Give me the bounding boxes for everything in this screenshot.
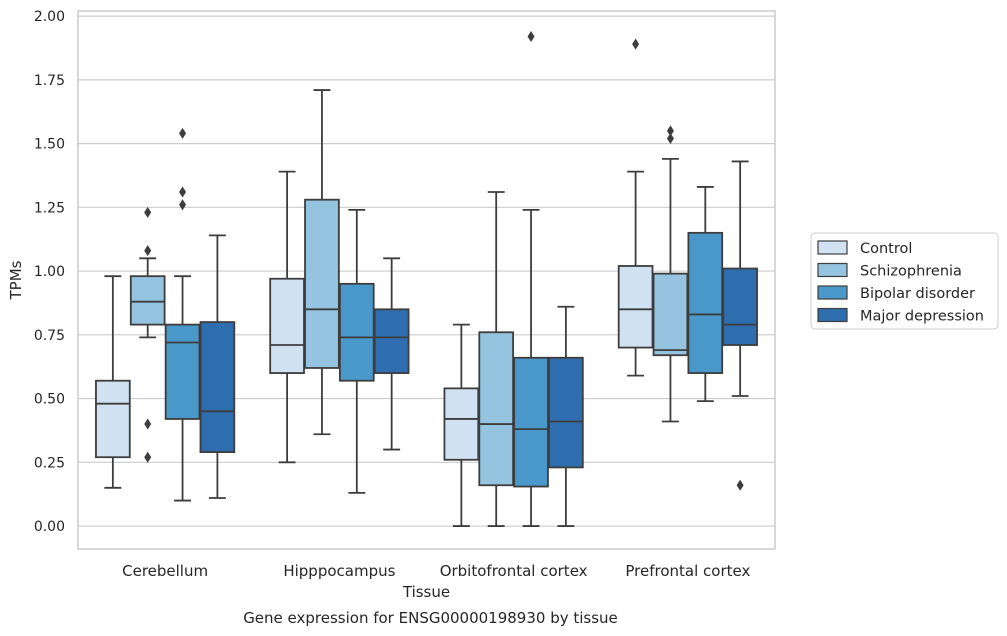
figure-caption: Gene expression for ENSG00000198930 by t… — [243, 609, 618, 627]
box-1-0 — [269, 170, 305, 464]
box-2-1 — [478, 191, 515, 527]
x-tick-label: Cerebellum — [122, 562, 208, 580]
x-tick-label: Hipppocampus — [283, 562, 395, 580]
legend-frame — [810, 232, 999, 330]
outlier-point — [144, 451, 152, 463]
plot-frame — [77, 10, 776, 550]
y-tick-label: 1.50 — [34, 137, 65, 153]
box-iqr — [443, 387, 480, 461]
box-iqr — [722, 267, 758, 346]
box-2-0 — [443, 323, 480, 527]
y-tick-label: 0.25 — [34, 455, 65, 471]
legend-swatch — [817, 262, 848, 278]
outlier-point — [666, 132, 674, 144]
outlier-point — [666, 125, 674, 137]
box-iqr — [373, 308, 410, 374]
box-0-1 — [129, 206, 166, 463]
y-tick-label: 0.50 — [34, 392, 65, 408]
outlier-point — [144, 418, 152, 430]
box-3-0 — [617, 38, 654, 377]
box-iqr — [478, 331, 515, 487]
box-iqr — [199, 321, 236, 454]
box-0-2 — [164, 127, 201, 502]
outlier-point — [179, 186, 187, 198]
y-tick-label: 2.00 — [34, 9, 65, 25]
box-iqr — [652, 272, 689, 357]
box-0-3 — [199, 234, 236, 499]
x-axis-label: Tissue — [402, 583, 450, 601]
box-iqr — [164, 323, 201, 420]
box-3-3 — [722, 160, 758, 491]
legend-entry: Bipolar disorder — [860, 286, 975, 302]
outlier-point — [144, 245, 152, 257]
legend-swatch — [817, 240, 848, 255]
outlier-point — [527, 30, 535, 42]
box-iqr — [513, 356, 549, 488]
outlier-point — [179, 199, 187, 211]
outlier-point — [144, 206, 152, 218]
x-tick-label: Prefrontal cortex — [625, 562, 750, 580]
legend-swatch — [817, 285, 848, 300]
box-iqr — [687, 231, 724, 374]
box-iqr — [269, 277, 305, 374]
box-1-3 — [373, 257, 410, 451]
legend-entry: Major depression — [860, 309, 984, 325]
legend-entry: Schizophrenia — [860, 264, 962, 280]
y-tick-label: 1.75 — [34, 73, 65, 89]
box-iqr — [129, 275, 166, 326]
box-0-0 — [95, 275, 131, 489]
legend: Control Schizophrenia Bipolar disorder Majo… — [810, 232, 999, 330]
y-tick-label: 0.75 — [34, 328, 65, 344]
box-iqr — [617, 265, 654, 349]
y-tick-label: 1.00 — [34, 264, 65, 280]
box-3-1 — [652, 125, 689, 423]
box-3-2 — [687, 186, 724, 403]
box-2-3 — [548, 305, 584, 527]
legend-entry: Control — [860, 241, 912, 257]
legend-swatch — [817, 307, 848, 323]
box-iqr — [95, 379, 131, 459]
box-1-2 — [338, 208, 375, 494]
y-axis-label: TPMs — [7, 260, 25, 300]
y-tick-label: 0.00 — [34, 519, 65, 535]
x-tick-label: Orbitofrontal cortex — [440, 562, 588, 580]
outlier-point — [179, 127, 187, 139]
y-tick-label: 1.25 — [34, 200, 65, 216]
x-tick-labels: Cerebellum Hipppocampus Orbitofrontal cort… — [122, 562, 750, 580]
y-tick-labels: 0.00 0.25 0.50 0.75 1.00 1.25 1.50 1.75 2.00 — [34, 9, 65, 535]
outlier-point — [736, 479, 744, 491]
box-iqr — [338, 282, 375, 382]
box-groups — [95, 30, 758, 527]
box-iqr — [548, 356, 584, 469]
box-2-2 — [513, 30, 549, 527]
box-iqr — [304, 198, 340, 369]
box-1-1 — [304, 89, 340, 436]
outlier-point — [632, 38, 640, 50]
